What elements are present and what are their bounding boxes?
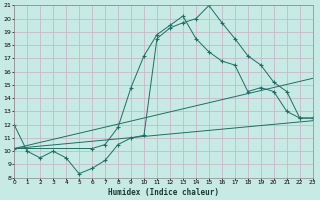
X-axis label: Humidex (Indice chaleur): Humidex (Indice chaleur) — [108, 188, 219, 197]
